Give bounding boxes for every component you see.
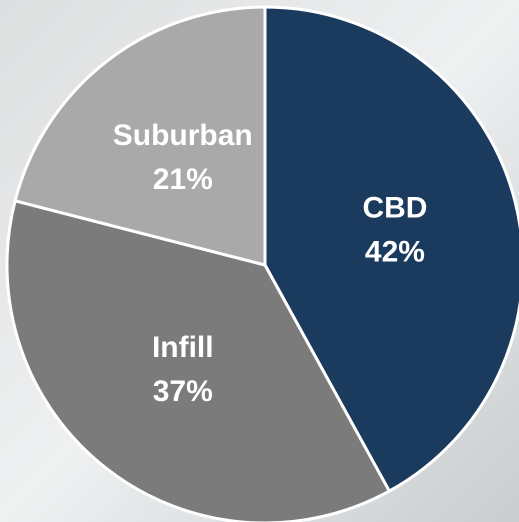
chart: CBD 42% Infill 37% Suburban 21% xyxy=(0,0,519,522)
slice-category-label: CBD xyxy=(362,192,427,225)
slice-value-label: 21% xyxy=(153,163,213,196)
slice-category-label: Suburban xyxy=(113,119,253,152)
slice-category-label: Infill xyxy=(152,331,214,364)
slice-value-label: 37% xyxy=(153,375,213,408)
page: CBD42%Infill37%Suburban21% (() => { cons… xyxy=(0,0,519,522)
slice-value-label: 42% xyxy=(365,236,425,269)
